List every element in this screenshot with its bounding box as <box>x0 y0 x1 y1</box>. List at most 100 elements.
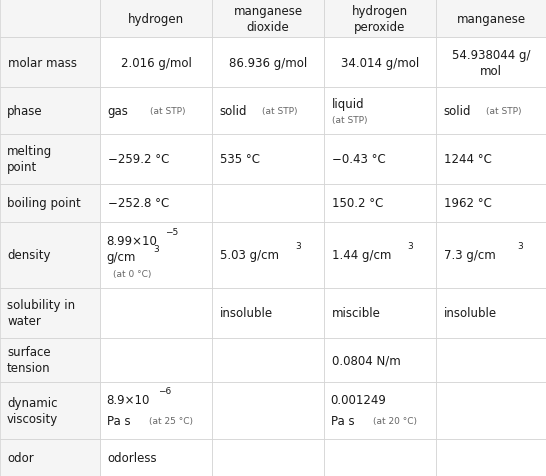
Bar <box>100 134 212 184</box>
Bar <box>212 88 324 134</box>
Bar <box>324 0 436 39</box>
Text: 150.2 °C: 150.2 °C <box>332 197 383 210</box>
Text: (at 25 °C): (at 25 °C) <box>149 416 193 426</box>
Bar <box>436 382 546 439</box>
Text: surface
tension: surface tension <box>7 346 51 374</box>
Bar <box>436 288 546 338</box>
Bar <box>436 184 546 223</box>
Text: 1962 °C: 1962 °C <box>444 197 491 210</box>
Bar <box>324 288 436 338</box>
Bar <box>436 338 546 382</box>
Bar <box>212 39 324 88</box>
Bar <box>0 223 100 288</box>
Bar <box>0 338 100 382</box>
Text: g/cm: g/cm <box>106 251 136 264</box>
Bar <box>324 39 436 88</box>
Text: (at 0 °C): (at 0 °C) <box>114 270 152 278</box>
Text: 7.3 g/cm: 7.3 g/cm <box>444 249 495 262</box>
Text: density: density <box>7 249 50 262</box>
Bar <box>324 184 436 223</box>
Text: (at 20 °C): (at 20 °C) <box>373 416 417 426</box>
Bar <box>100 39 212 88</box>
Text: dynamic
viscosity: dynamic viscosity <box>7 397 58 425</box>
Bar <box>436 0 546 39</box>
Text: liquid: liquid <box>332 98 365 111</box>
Bar <box>436 223 546 288</box>
Bar <box>212 288 324 338</box>
Bar <box>100 382 212 439</box>
Bar <box>100 439 212 476</box>
Bar <box>324 338 436 382</box>
Text: Pa s: Pa s <box>331 415 354 427</box>
Text: 3: 3 <box>154 244 159 253</box>
Text: insoluble: insoluble <box>444 307 497 319</box>
Text: (at STP): (at STP) <box>332 116 367 125</box>
Bar <box>0 382 100 439</box>
Text: 5.03 g/cm: 5.03 g/cm <box>220 249 279 262</box>
Bar <box>324 439 436 476</box>
Text: solubility in
water: solubility in water <box>7 298 75 327</box>
Text: solid: solid <box>220 105 247 118</box>
Bar <box>212 0 324 39</box>
Bar <box>212 439 324 476</box>
Text: Pa s: Pa s <box>106 415 130 427</box>
Text: 535 °C: 535 °C <box>220 153 260 166</box>
Bar <box>100 288 212 338</box>
Text: (at STP): (at STP) <box>263 107 298 116</box>
Text: hydrogen
peroxide: hydrogen peroxide <box>352 5 408 34</box>
Bar <box>0 288 100 338</box>
Bar <box>436 88 546 134</box>
Text: −252.8 °C: −252.8 °C <box>108 197 169 210</box>
Text: 3: 3 <box>518 241 523 250</box>
Text: solid: solid <box>444 105 471 118</box>
Text: molar mass: molar mass <box>8 57 77 70</box>
Bar <box>436 39 546 88</box>
Bar <box>324 223 436 288</box>
Bar <box>324 88 436 134</box>
Text: 0.001249: 0.001249 <box>331 393 387 406</box>
Bar <box>0 439 100 476</box>
Text: −5: −5 <box>165 228 178 237</box>
Bar <box>0 184 100 223</box>
Bar <box>212 184 324 223</box>
Bar <box>100 338 212 382</box>
Text: (at STP): (at STP) <box>150 107 186 116</box>
Text: boiling point: boiling point <box>7 197 81 210</box>
Text: 34.014 g/mol: 34.014 g/mol <box>341 57 419 70</box>
Bar <box>436 134 546 184</box>
Text: −0.43 °C: −0.43 °C <box>332 153 385 166</box>
Text: 3: 3 <box>295 241 301 250</box>
Bar <box>100 223 212 288</box>
Bar <box>0 0 100 39</box>
Bar <box>100 88 212 134</box>
Text: −259.2 °C: −259.2 °C <box>108 153 169 166</box>
Text: manganese: manganese <box>456 13 526 26</box>
Bar <box>324 382 436 439</box>
Text: 86.936 g/mol: 86.936 g/mol <box>229 57 307 70</box>
Bar <box>0 88 100 134</box>
Bar <box>0 134 100 184</box>
Text: 8.9×10: 8.9×10 <box>106 393 150 406</box>
Text: 2.016 g/mol: 2.016 g/mol <box>121 57 192 70</box>
Text: 0.0804 N/m: 0.0804 N/m <box>332 353 401 367</box>
Bar <box>100 0 212 39</box>
Text: gas: gas <box>108 105 129 118</box>
Bar <box>212 134 324 184</box>
Bar <box>212 223 324 288</box>
Text: melting
point: melting point <box>7 145 52 174</box>
Text: phase: phase <box>7 105 43 118</box>
Bar <box>212 382 324 439</box>
Text: 8.99×10: 8.99×10 <box>106 235 158 248</box>
Bar <box>100 184 212 223</box>
Text: hydrogen: hydrogen <box>128 13 184 26</box>
Text: 1244 °C: 1244 °C <box>444 153 491 166</box>
Bar <box>212 338 324 382</box>
Text: 3: 3 <box>407 241 413 250</box>
Text: manganese
dioxide: manganese dioxide <box>234 5 302 34</box>
Text: 1.44 g/cm: 1.44 g/cm <box>332 249 391 262</box>
Bar <box>0 39 100 88</box>
Text: insoluble: insoluble <box>220 307 273 319</box>
Text: (at STP): (at STP) <box>485 107 521 116</box>
Text: odor: odor <box>7 451 34 464</box>
Text: odorless: odorless <box>108 451 157 464</box>
